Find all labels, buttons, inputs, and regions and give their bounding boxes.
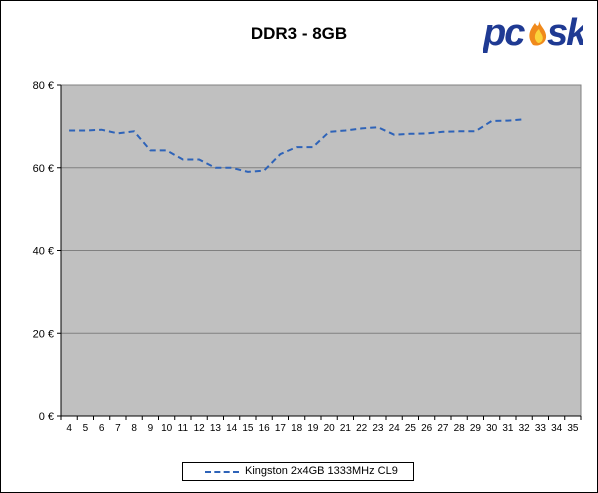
y-tick-label: 0 € [39,411,54,423]
x-tick-label: 33 [535,423,547,434]
x-tick-label: 29 [470,423,482,434]
x-tick-label: 19 [307,423,319,434]
x-tick-label: 5 [83,423,89,434]
x-tick-label: 26 [421,423,433,434]
y-tick-label: 80 € [33,80,54,92]
pcesk-logo: pc sk [482,12,591,60]
x-tick-label: 17 [275,423,287,434]
x-tick-label: 21 [340,423,352,434]
x-tick-label: 25 [405,423,417,434]
legend: Kingston 2x4GB 1333MHz CL9 [182,462,414,481]
series-line [69,118,525,173]
x-tick-label: 34 [551,423,563,434]
x-tick-label: 8 [131,423,137,434]
x-tick-label: 27 [437,423,449,434]
x-tick-label: 20 [324,423,336,434]
x-tick-label: 12 [194,423,206,434]
x-tick-label: 14 [226,423,238,434]
x-tick-label: 24 [389,423,401,434]
x-tick-label: 16 [259,423,271,434]
x-tick-label: 4 [66,423,72,434]
x-tick-label: 13 [210,423,222,434]
plot-area: 0 € 20 € 40 € 60 € 80 € 4 5 6 7 8 9 10 11 12 13 14 15 16 1… [33,80,582,434]
x-tick-label: 35 [567,423,579,434]
legend-swatch [205,471,239,473]
x-tick-label: 18 [291,423,303,434]
x-tick-label: 10 [161,423,173,434]
x-tick-label: 6 [99,423,105,434]
x-tick-label: 31 [502,423,514,434]
svg-text:pc: pc [483,13,525,53]
x-tick-label: 30 [486,423,498,434]
y-tick-label: 40 € [33,246,54,258]
y-tick-label: 20 € [33,328,54,340]
y-tick-label: 60 € [33,163,54,175]
x-tick-label: 9 [148,423,154,434]
legend-label: Kingston 2x4GB 1333MHz CL9 [245,465,398,477]
x-tick-label: 28 [454,423,466,434]
x-tick-label: 15 [242,423,254,434]
x-tick-label: 32 [519,423,531,434]
x-tick-label: 7 [115,423,121,434]
x-tick-label: 11 [178,423,189,434]
x-tick-label: 22 [356,423,368,434]
logo-graphic: pc sk [482,12,591,54]
x-tick-label: 23 [372,423,384,434]
chart-title: DDR3 - 8GB [250,24,348,43]
